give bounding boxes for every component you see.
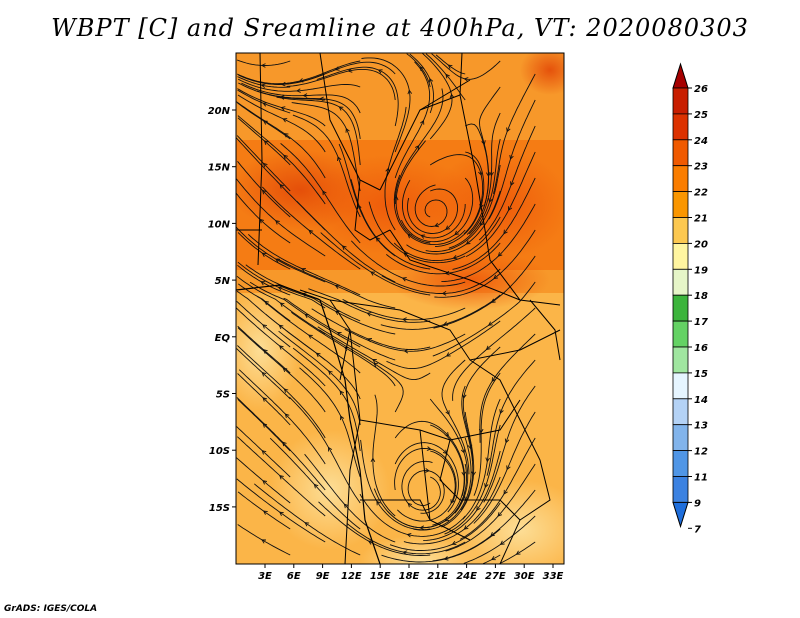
colorbar-swatch <box>672 191 689 218</box>
colorbar-label: 24 <box>694 136 708 147</box>
colorbar-label: 26 <box>694 84 708 95</box>
colorbar: 26 25 24 23 22 21 20 19 18 17 16 15 14 13 12 11 9 7 <box>672 62 708 535</box>
lon-label: 21E <box>427 571 448 582</box>
colorbar-label: 9 <box>694 498 701 509</box>
colorbar-label: 12 <box>694 447 708 458</box>
lon-label: 30E <box>514 571 535 582</box>
lat-label: EQ <box>215 333 231 344</box>
lon-label: 6E <box>287 571 301 582</box>
colorbar-label: 23 <box>694 162 708 173</box>
map-title: WBPT [C] and Sreamline at 400hPa, VT: 20… <box>51 14 749 42</box>
colorbar-label: 16 <box>694 343 708 354</box>
colorbar-swatch <box>672 294 689 322</box>
colorbar-swatch <box>672 268 689 296</box>
lat-label: 15S <box>209 503 230 514</box>
colorbar-swatch <box>672 450 689 477</box>
lon-label: 27E <box>485 571 506 582</box>
colorbar-swatch <box>672 242 689 270</box>
lat-label: 10S <box>209 446 230 457</box>
lon-label: 12E <box>341 571 362 582</box>
colorbar-top-arrow <box>672 62 689 89</box>
colorbar-label: 14 <box>694 395 708 406</box>
colorbar-swatch <box>672 346 689 374</box>
colorbar-label: 18 <box>694 291 708 302</box>
colorbar-label: 21 <box>694 214 708 225</box>
colorbar-swatch <box>672 113 689 141</box>
lon-label: 3E <box>258 571 272 582</box>
lon-label: 24E <box>456 571 477 582</box>
lon-label: 18E <box>399 571 420 582</box>
colorbar-label: 19 <box>694 265 708 276</box>
colorbar-swatch <box>672 139 689 167</box>
map-frame <box>235 52 565 565</box>
longitude-labels: 3E 6E 9E 12E 15E 18E 21E 24E 27E 30E 33E <box>258 564 564 582</box>
colorbar-swatch <box>672 87 689 115</box>
colorbar-label: 13 <box>694 421 708 432</box>
colorbar-swatch <box>672 320 689 348</box>
streamlines <box>236 53 536 564</box>
colorbar-label: 20 <box>694 239 708 250</box>
grads-credit: GrADS: IGES/COLA <box>4 604 98 614</box>
coastline <box>236 284 381 564</box>
lat-label: 15N <box>208 163 231 174</box>
colorbar-label: 7 <box>694 524 701 535</box>
colorbar-swatch <box>672 424 689 452</box>
lon-label: 33E <box>543 571 564 582</box>
colorbar-label: 11 <box>694 473 708 484</box>
lat-label: 10N <box>208 219 231 230</box>
country-borders <box>236 53 561 564</box>
colorbar-label: 22 <box>694 188 708 199</box>
colorbar-swatch <box>672 476 689 503</box>
colorbar-swatch <box>672 372 689 400</box>
colorbar-label: 15 <box>694 369 708 380</box>
lon-label: 9E <box>316 571 330 582</box>
colorbar-swatch <box>672 165 689 192</box>
colorbar-swatch <box>672 398 689 426</box>
lat-label: 20N <box>208 106 231 117</box>
lat-label: 5N <box>215 276 231 287</box>
lat-label: 5S <box>216 390 230 401</box>
lon-label: 15E <box>370 571 391 582</box>
colorbar-swatch <box>672 217 689 244</box>
colorbar-label: 17 <box>694 317 708 328</box>
latitude-labels: 20N 15N 10N 5N EQ 5S 10S 15S <box>208 106 236 514</box>
colorbar-label: 25 <box>694 110 708 121</box>
colorbar-bottom-arrow <box>672 501 689 529</box>
temperature-field <box>236 53 564 564</box>
